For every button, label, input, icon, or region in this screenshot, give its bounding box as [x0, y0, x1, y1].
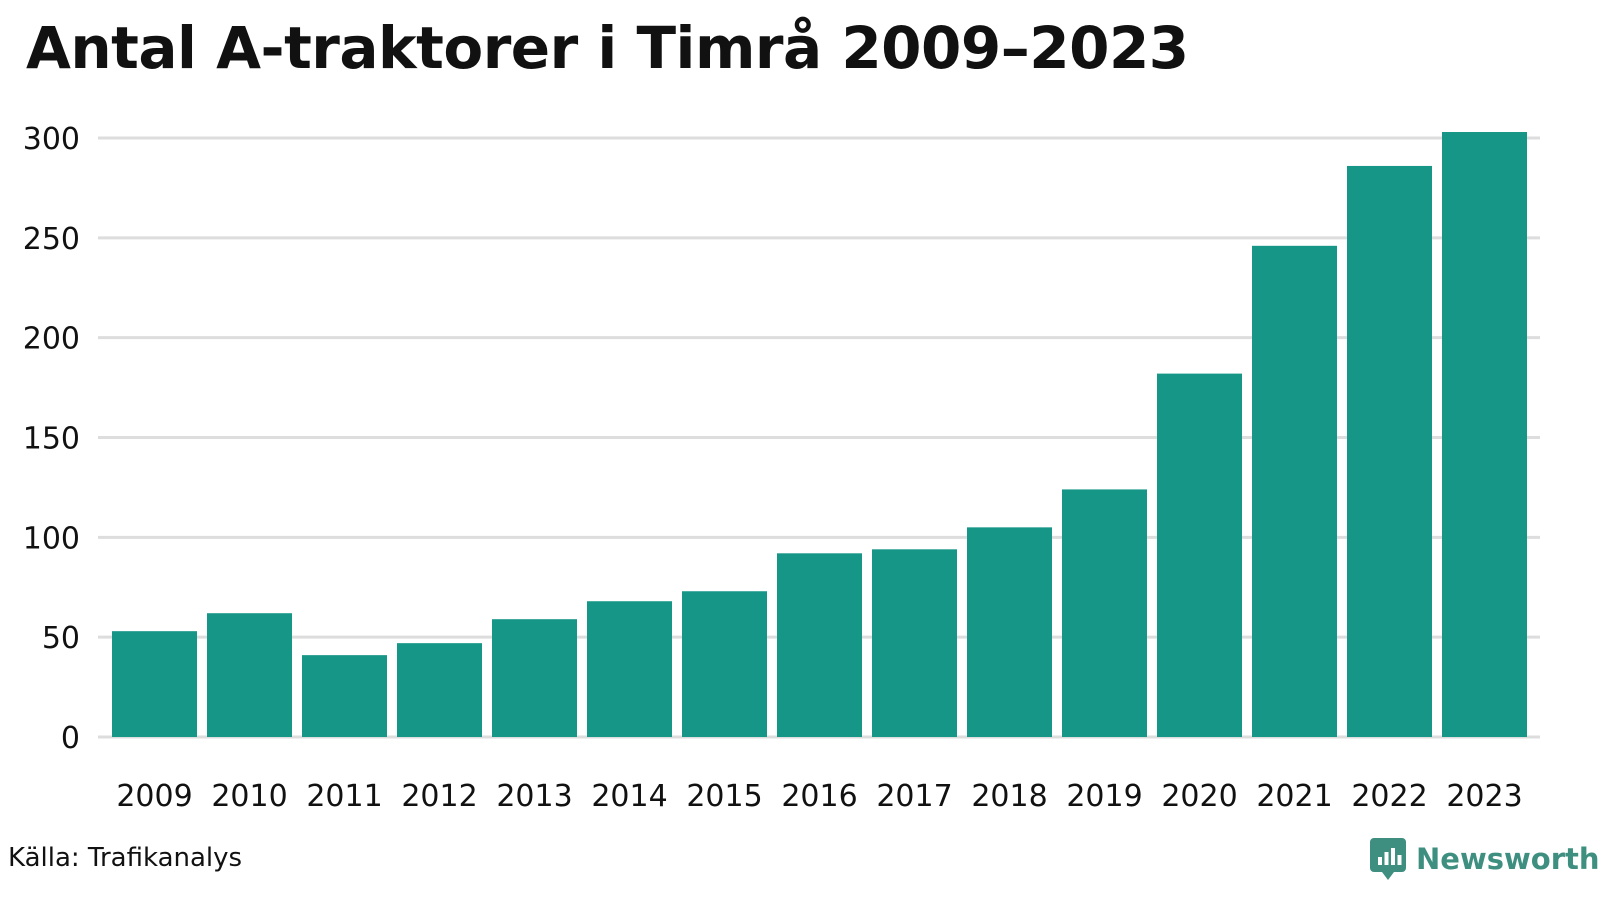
- bar-2022: [1347, 165, 1432, 737]
- x-tick-label: 2014: [591, 779, 667, 814]
- bar-2023: [1442, 132, 1527, 737]
- y-axis-ticks: 0 50 100 150 200 250 300: [23, 122, 80, 756]
- y-tick-label: 0: [61, 721, 80, 756]
- y-tick-label: 150: [23, 422, 80, 457]
- bar-2014: [587, 601, 672, 737]
- source-note: Källa: Trafikanalys: [8, 843, 243, 873]
- x-tick-label: 2013: [496, 779, 572, 814]
- y-tick-label: 250: [23, 222, 80, 257]
- bar-2018: [967, 527, 1052, 737]
- chart-title: Antal A-traktorer i Timrå 2009–2023: [26, 14, 1189, 82]
- bar-2010: [207, 613, 292, 737]
- y-tick-label: 200: [23, 322, 80, 357]
- x-tick-label: 2015: [686, 779, 762, 814]
- bar-2012: [397, 643, 482, 737]
- x-tick-label: 2023: [1446, 779, 1522, 814]
- bar-2021: [1252, 245, 1337, 737]
- bar-2020: [1157, 373, 1242, 737]
- x-tick-label: 2021: [1256, 779, 1332, 814]
- bars: [112, 132, 1527, 737]
- y-tick-label: 100: [23, 521, 80, 556]
- bar-2017: [872, 549, 957, 737]
- bar-2015: [682, 591, 767, 737]
- x-tick-label: 2009: [116, 779, 192, 814]
- bar-chart-badge-icon: [1370, 838, 1406, 880]
- bar-2019: [1062, 489, 1147, 737]
- brand-logo: Newsworthy: [1370, 838, 1600, 880]
- x-tick-label: 2018: [971, 779, 1047, 814]
- x-tick-label: 2020: [1161, 779, 1237, 814]
- x-axis-ticks: 2009 2010 2011 2012 2013 2014 2015 2016 2017 2018…: [116, 779, 1522, 814]
- bar-2009: [112, 631, 197, 737]
- x-tick-label: 2011: [306, 779, 382, 814]
- x-tick-label: 2016: [781, 779, 857, 814]
- y-tick-label: 300: [23, 122, 80, 157]
- bar-2011: [302, 655, 387, 737]
- bar-2013: [492, 619, 577, 737]
- x-tick-label: 2019: [1066, 779, 1142, 814]
- x-tick-label: 2012: [401, 779, 477, 814]
- x-tick-label: 2017: [876, 779, 952, 814]
- x-tick-label: 2010: [211, 779, 287, 814]
- y-tick-label: 50: [42, 621, 80, 656]
- bar-2016: [777, 553, 862, 737]
- x-tick-label: 2022: [1351, 779, 1427, 814]
- brand-name: Newsworthy: [1416, 842, 1600, 876]
